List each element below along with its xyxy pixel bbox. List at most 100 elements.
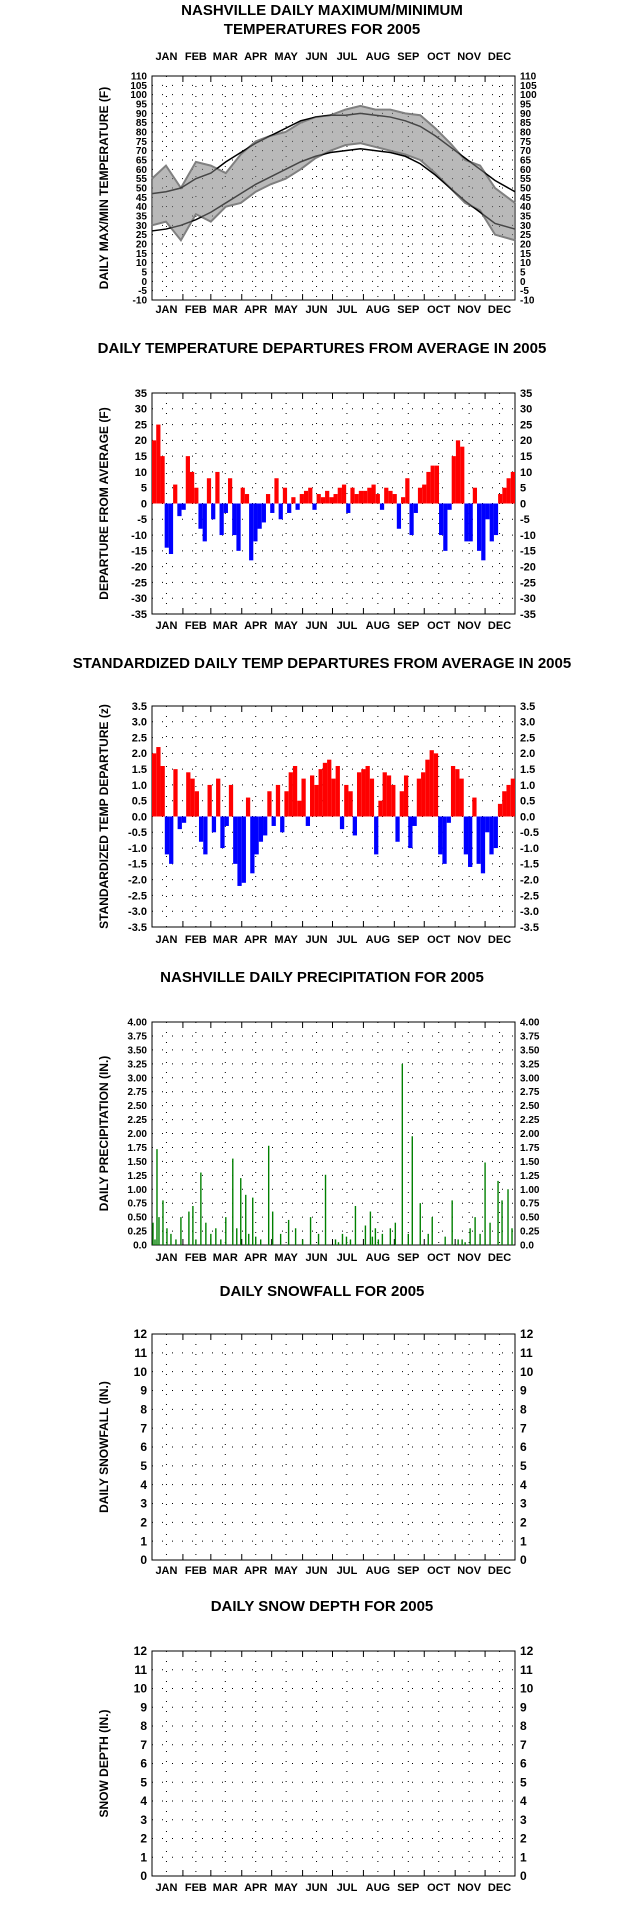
departure-bar-above: [403, 775, 409, 817]
y-tick-label-right: 25: [520, 230, 532, 241]
departure-bar-above: [333, 494, 338, 504]
departure-bar-below: [211, 503, 216, 520]
y-tick-label-left: 0: [140, 1869, 147, 1883]
y-tick-label-left: 15: [135, 451, 147, 463]
y-tick-label-right: 2: [520, 1832, 527, 1846]
y-tick-label-right: -35: [520, 609, 536, 621]
x-tick-label: DEC: [488, 304, 511, 316]
departure-bar-below: [203, 816, 208, 855]
y-tick-label-left: 0.50: [128, 1213, 148, 1224]
y-tick-label-left: 85: [136, 118, 148, 129]
x-tick-label: FEB: [185, 1252, 207, 1264]
x-tick-label: FEB: [185, 934, 207, 946]
departure-bar-below: [305, 816, 311, 826]
x-tick-label: MAY: [274, 1565, 298, 1577]
y-tick-label-left: 4: [140, 1794, 147, 1808]
departure-bar-above: [455, 769, 460, 817]
y-tick-label-right: 2.75: [520, 1087, 540, 1098]
departure-bar-above: [152, 753, 157, 817]
y-tick-label-left: -20: [131, 561, 147, 573]
x-tick-label: OCT: [427, 1565, 451, 1577]
x-tick-label: JUL: [337, 620, 358, 632]
departure-bar-above: [416, 778, 422, 817]
departure-bar-above: [422, 484, 427, 504]
y-tick-label-right: -30: [520, 593, 536, 605]
y-tick-label-left: 2.75: [128, 1087, 148, 1098]
departure-bar-below: [379, 503, 385, 510]
y-tick-label-right: 95: [520, 100, 532, 111]
x-tick-label-top: AUG: [366, 51, 390, 63]
y-tick-label-left: 4: [140, 1478, 147, 1492]
departure-bar-above: [316, 494, 321, 504]
x-tick-label: MAR: [213, 934, 238, 946]
y-tick-label-left: 2.00: [128, 1129, 148, 1140]
departure-bar-above: [460, 446, 465, 504]
y-tick-label-right: 0: [520, 1869, 527, 1883]
departure-bar-above: [363, 490, 368, 504]
x-tick-label-top: JAN: [155, 51, 177, 63]
y-tick-label-left: 7: [140, 1421, 147, 1435]
y-tick-label-left: 110: [131, 72, 148, 83]
x-tick-label: JUN: [306, 1252, 328, 1264]
y-tick-label-right: 0.50: [520, 1213, 540, 1224]
x-tick-label: OCT: [427, 620, 451, 632]
y-tick-label-right: -10: [520, 296, 535, 307]
y-tick-label-left: 12: [134, 1644, 148, 1658]
departure-bar-above: [421, 772, 426, 817]
y-tick-label-right: 8: [520, 1719, 527, 1733]
chart-title: STANDARDIZED DAILY TEMP DEPARTURES FROM …: [73, 655, 571, 672]
departure-bar-above: [207, 784, 212, 817]
x-tick-label: JUL: [337, 1565, 358, 1577]
y-tick-label-left: -1.0: [128, 843, 147, 855]
chart-2: DAILY TEMPERATURE DEPARTURES FROM AVERAG…: [97, 340, 546, 632]
y-tick-label-right: 45: [520, 193, 532, 204]
departure-bar-above: [152, 440, 157, 504]
departure-bar-below: [481, 503, 486, 561]
y-tick-label-right: 10: [520, 1365, 534, 1379]
y-tick-label-left: 0.0: [132, 811, 147, 823]
departure-bar-above: [371, 484, 376, 504]
x-tick-label: NOV: [457, 934, 482, 946]
departure-bar-below: [220, 816, 225, 849]
departure-bar-above: [190, 778, 195, 817]
y-axis-label: DAILY MAX/MIN TEMPERATURE (F): [97, 87, 111, 289]
departure-bar-below: [278, 503, 283, 520]
y-tick-label-right: 1.00: [520, 1185, 540, 1196]
departure-bar-below: [408, 816, 413, 849]
y-tick-label-right: 9: [520, 1384, 527, 1398]
x-tick-label: NOV: [457, 1565, 482, 1577]
y-tick-label-right: 85: [520, 118, 532, 129]
x-tick-label: JUN: [306, 304, 328, 316]
y-tick-label-right: 0.0: [520, 1241, 534, 1252]
y-axis-label: SNOW DEPTH (IN.): [97, 1710, 111, 1818]
y-tick-label-left: 7: [140, 1738, 147, 1752]
y-tick-label-left: 2.50: [128, 1101, 148, 1112]
departure-bar-above: [361, 769, 366, 817]
y-tick-label-right: 6: [520, 1440, 527, 1454]
plot-frame: [151, 1333, 516, 1561]
x-tick-label: JUL: [337, 304, 358, 316]
x-tick-label-top: SEP: [397, 51, 419, 63]
departure-bar-below: [211, 816, 217, 833]
departure-bar-below: [485, 816, 490, 833]
departure-bar-below: [224, 816, 229, 826]
x-tick-label: JAN: [155, 1252, 177, 1264]
y-tick-label-right: 3.75: [520, 1031, 540, 1042]
x-tick-label: MAY: [274, 304, 298, 316]
y-tick-label-right: 5: [520, 1459, 527, 1473]
departure-bar-above: [160, 456, 165, 504]
x-tick-label-top: MAR: [213, 51, 238, 63]
departure-bar-above: [189, 471, 195, 504]
y-tick-label-right: -5: [520, 286, 529, 297]
y-tick-label-right: -1.0: [520, 843, 539, 855]
departure-bar-above: [301, 778, 306, 817]
y-tick-label-left: 35: [136, 212, 148, 223]
y-tick-label-left: 3.25: [128, 1059, 148, 1070]
x-tick-label: AUG: [366, 1565, 390, 1577]
y-tick-label-right: -5: [520, 514, 530, 526]
departure-bar-above: [329, 497, 334, 504]
x-tick-label: NOV: [457, 1252, 482, 1264]
departure-bar-above: [160, 765, 165, 817]
x-tick-label: NOV: [457, 1882, 482, 1894]
